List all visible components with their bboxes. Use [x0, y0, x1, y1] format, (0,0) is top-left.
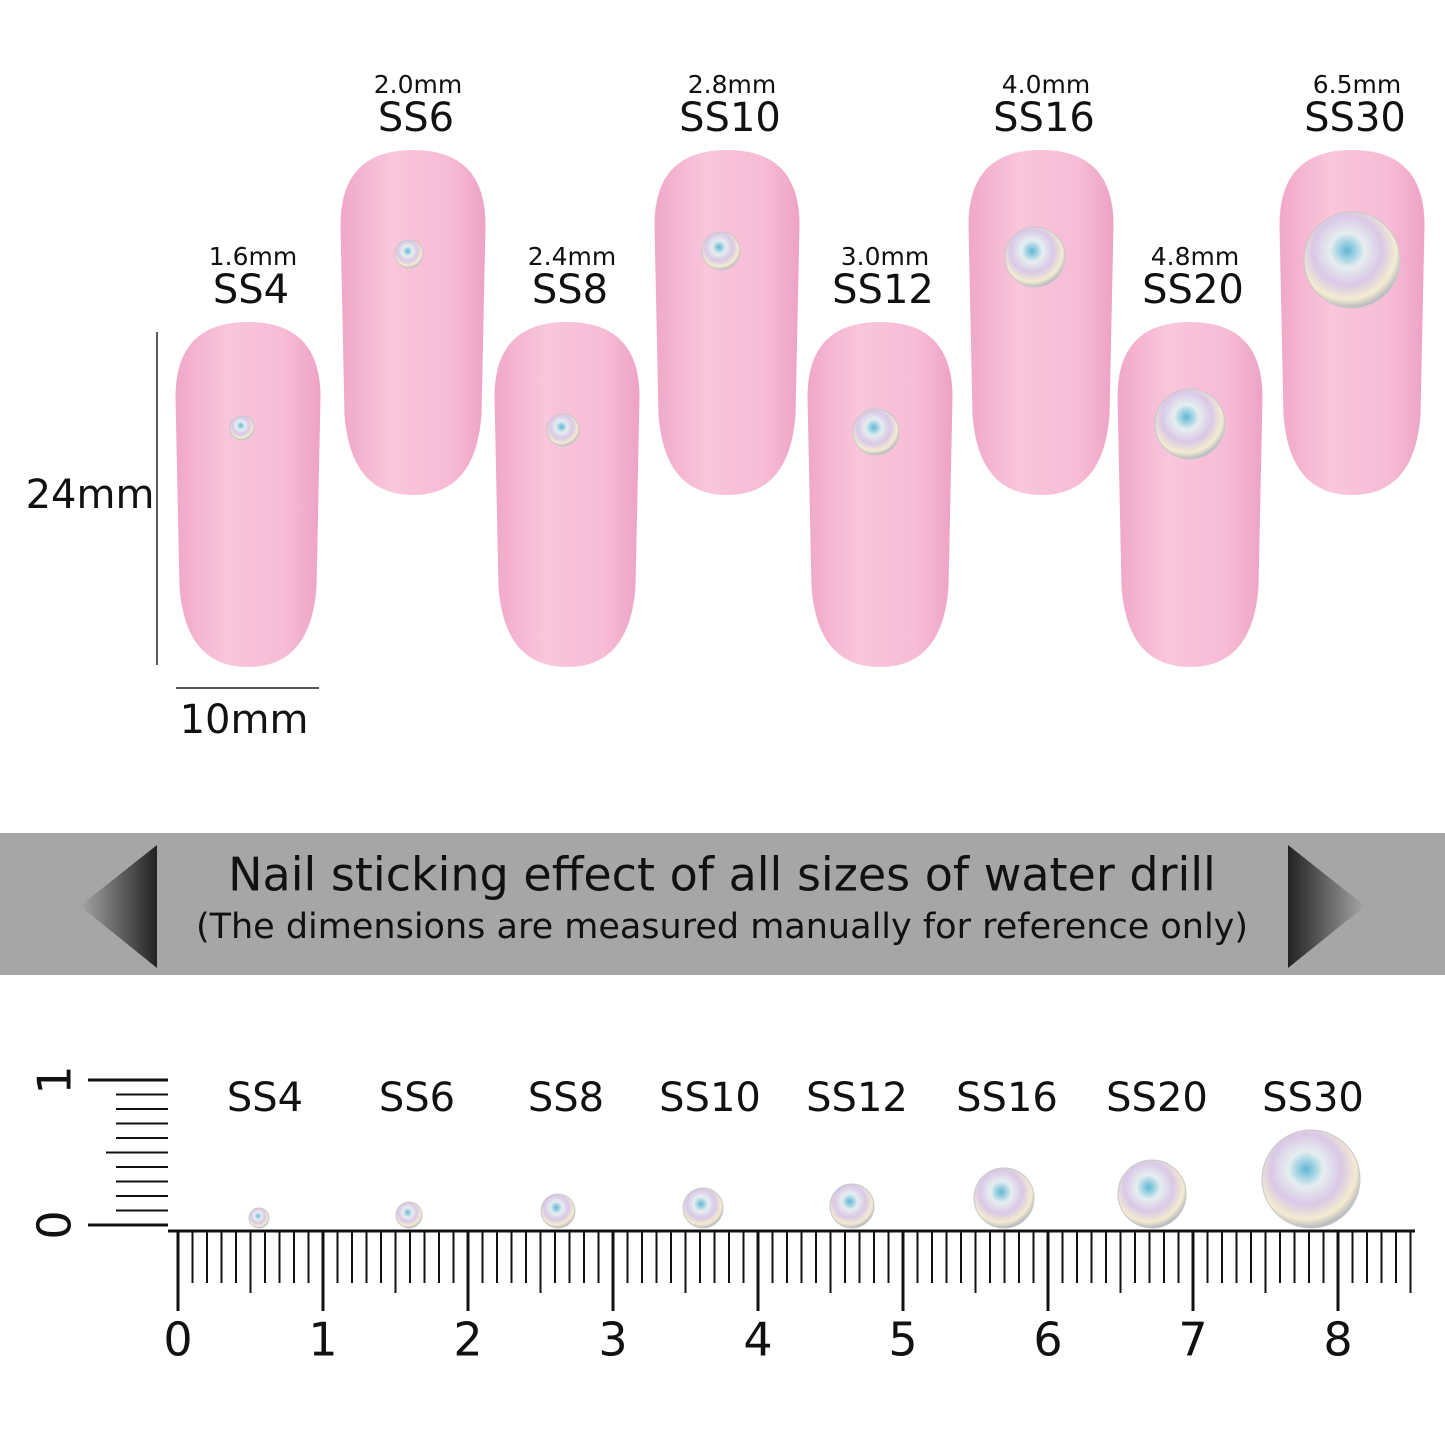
rhinestone [1261, 1129, 1361, 1229]
ruler-number: 6 [1033, 1313, 1062, 1367]
nail-size: 4.8mm [1151, 242, 1239, 271]
rhinestone [248, 1207, 270, 1229]
ruler-side-number: 0 [28, 1210, 82, 1239]
rhinestone [682, 1187, 724, 1229]
rhinestone [540, 1193, 576, 1229]
banner-subtitle: (The dimensions are measured manually fo… [196, 907, 1248, 947]
nail-size: 2.8mm [688, 70, 776, 99]
rhinestone [394, 239, 424, 269]
nail-size: 6.5mm [1313, 70, 1401, 99]
nail [494, 322, 640, 667]
nail-size: 1.6mm [209, 242, 297, 271]
nail [340, 150, 486, 495]
ruler-number: 7 [1178, 1313, 1207, 1367]
rhinestone [973, 1167, 1035, 1229]
nail [1279, 150, 1425, 495]
nail [175, 322, 321, 667]
nail-label: SS20 [1142, 267, 1244, 313]
rhinestone [852, 408, 900, 456]
width-label: 10mm [180, 697, 309, 743]
nail-size: 2.4mm [528, 242, 616, 271]
ruler-side-number: 1 [28, 1065, 82, 1094]
nail-label: SS16 [993, 95, 1095, 141]
nail [654, 150, 800, 495]
stone-label: SS20 [1106, 1075, 1208, 1121]
nail [807, 322, 953, 667]
stone-label: SS8 [528, 1075, 604, 1121]
nail-size: 2.0mm [374, 70, 462, 99]
content: 1.6mmSS42.0mmSS62.4mmSS82.8mmSS103.0mmSS… [28, 70, 1425, 1367]
nail-size: 3.0mm [841, 242, 929, 271]
rhinestone [229, 415, 255, 441]
rhinestone [546, 413, 580, 447]
rhinestone [829, 1183, 875, 1229]
stone-label: SS10 [659, 1075, 761, 1121]
nail-label: SS4 [213, 267, 289, 313]
ruler-number: 0 [163, 1313, 192, 1367]
nail-label: SS30 [1304, 95, 1406, 141]
ruler-number: 2 [453, 1313, 482, 1367]
stone-label: SS6 [379, 1075, 455, 1121]
nail-label: SS10 [679, 95, 781, 141]
stone-label: SS12 [806, 1075, 908, 1121]
height-label: 24mm [26, 472, 155, 518]
rhinestone [395, 1201, 423, 1229]
nail [1117, 322, 1263, 667]
stone-label: SS30 [1262, 1075, 1364, 1121]
banner-title: Nail sticking effect of all sizes of wat… [228, 848, 1216, 902]
stone-label: SS16 [956, 1075, 1058, 1121]
nail-label: SS12 [832, 267, 934, 313]
rhinestone [1117, 1159, 1187, 1229]
ruler-number: 1 [308, 1313, 337, 1367]
dimension-marks [156, 332, 319, 689]
rhinestone [1004, 226, 1066, 288]
rhinestone [1154, 388, 1226, 460]
ruler-number: 4 [743, 1313, 772, 1367]
nail [968, 150, 1114, 495]
nail-label: SS8 [532, 267, 608, 313]
nail-label: SS6 [378, 95, 454, 141]
rhinestone [701, 231, 741, 271]
stone-label: SS4 [227, 1075, 303, 1121]
nail-size: 4.0mm [1002, 70, 1090, 99]
banner-arrow-left [80, 845, 157, 968]
ruler-number: 5 [888, 1313, 917, 1367]
ruler-number: 8 [1323, 1313, 1352, 1367]
banner-arrow-right [1288, 845, 1365, 968]
rhinestone [1303, 211, 1401, 309]
ruler-number: 3 [598, 1313, 627, 1367]
banner [0, 833, 1445, 975]
